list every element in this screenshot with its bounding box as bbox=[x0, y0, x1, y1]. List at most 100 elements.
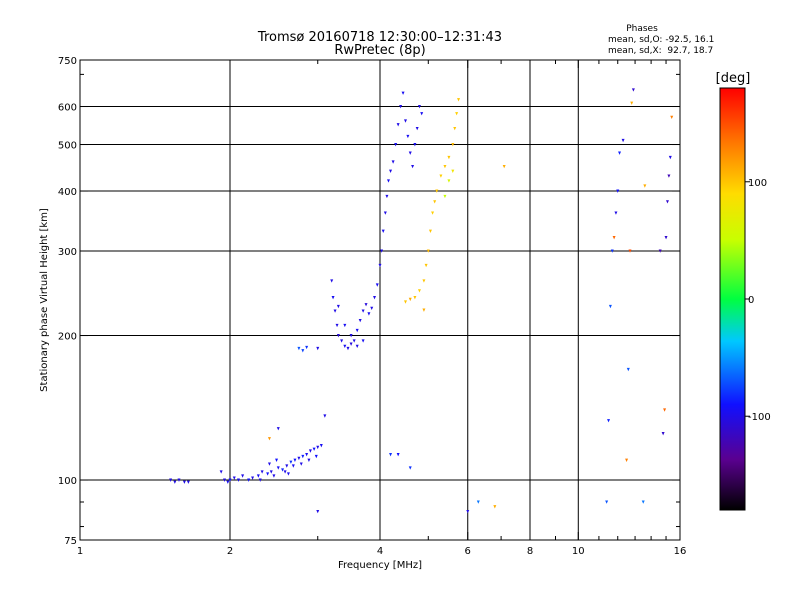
data-point bbox=[258, 478, 262, 482]
data-point bbox=[422, 308, 426, 312]
data-point bbox=[285, 464, 289, 468]
data-point bbox=[424, 263, 428, 268]
data-point bbox=[643, 184, 647, 188]
data-point bbox=[401, 91, 405, 95]
data-point bbox=[443, 164, 447, 169]
data-point bbox=[396, 453, 400, 457]
data-point bbox=[665, 200, 669, 204]
data-point bbox=[269, 470, 273, 474]
data-point bbox=[641, 500, 645, 504]
data-point bbox=[630, 101, 634, 105]
data-point bbox=[413, 296, 417, 300]
data-point bbox=[283, 470, 287, 474]
x-tick-label: 1 bbox=[77, 546, 83, 557]
data-point bbox=[301, 454, 305, 459]
data-point bbox=[476, 500, 480, 504]
data-point bbox=[373, 296, 377, 300]
colorbar-tick-label: 0 bbox=[748, 295, 754, 306]
data-point bbox=[457, 98, 461, 102]
data-point bbox=[433, 200, 437, 204]
stats-x-line: mean, sd,X: 92.7, 18.7 bbox=[608, 46, 713, 56]
data-point bbox=[293, 458, 297, 462]
data-point bbox=[186, 480, 190, 484]
data-point bbox=[605, 500, 609, 504]
data-point bbox=[352, 339, 356, 343]
y-tick-label: 100 bbox=[58, 476, 77, 487]
data-point bbox=[406, 134, 410, 139]
data-point bbox=[364, 303, 368, 307]
data-point bbox=[428, 229, 432, 233]
data-point bbox=[232, 476, 236, 480]
data-point bbox=[389, 169, 393, 173]
data-point bbox=[612, 236, 616, 240]
chart-subtitle: RwPretec (8p) bbox=[334, 43, 425, 58]
data-point bbox=[355, 328, 359, 333]
data-point bbox=[267, 462, 271, 466]
data-point bbox=[316, 445, 320, 450]
data-point bbox=[502, 164, 506, 169]
data-point bbox=[305, 453, 309, 457]
data-point bbox=[323, 414, 327, 418]
y-tick-label: 75 bbox=[64, 536, 77, 547]
data-point bbox=[361, 309, 365, 313]
x-axis: 1 2 4 6 8 10 16 bbox=[77, 60, 687, 557]
data-point bbox=[466, 509, 470, 514]
data-point bbox=[668, 155, 672, 160]
data-point bbox=[256, 474, 260, 478]
data-point bbox=[658, 249, 662, 253]
data-point bbox=[367, 312, 371, 316]
stats-o-line: mean, sd,O: -92.5, 16.1 bbox=[608, 35, 714, 45]
data-point bbox=[625, 458, 629, 462]
data-point bbox=[169, 478, 173, 482]
data-point bbox=[241, 474, 245, 478]
data-point bbox=[272, 474, 276, 478]
data-point bbox=[336, 334, 340, 338]
data-point bbox=[408, 466, 412, 470]
data-point bbox=[182, 480, 186, 484]
data-point bbox=[276, 427, 280, 431]
data-point bbox=[383, 211, 387, 215]
data-point bbox=[340, 339, 344, 343]
data-point bbox=[375, 283, 379, 287]
data-point bbox=[451, 143, 455, 147]
x-tick-label: 16 bbox=[674, 546, 687, 557]
data-point bbox=[314, 454, 318, 459]
data-point bbox=[664, 236, 668, 240]
data-point bbox=[413, 143, 417, 147]
data-point bbox=[614, 211, 618, 215]
data-point bbox=[349, 334, 353, 338]
data-point bbox=[386, 179, 390, 183]
data-point bbox=[435, 189, 439, 193]
data-point bbox=[378, 263, 382, 268]
data-point bbox=[426, 249, 430, 253]
data-point bbox=[355, 344, 359, 349]
data-point bbox=[358, 318, 362, 323]
data-point bbox=[663, 408, 667, 412]
x-tick-label: 2 bbox=[227, 546, 233, 557]
data-point bbox=[289, 460, 293, 464]
data-point bbox=[336, 304, 340, 309]
data-point bbox=[453, 126, 457, 131]
data-point bbox=[335, 323, 339, 328]
data-point bbox=[226, 480, 230, 484]
data-point bbox=[349, 342, 353, 346]
data-point bbox=[667, 174, 671, 178]
x-axis-label: Frequency [MHz] bbox=[338, 560, 422, 571]
data-point bbox=[616, 189, 620, 193]
data-point bbox=[219, 470, 223, 474]
data-point bbox=[380, 249, 384, 253]
data-point bbox=[312, 447, 316, 451]
data-point bbox=[316, 346, 320, 351]
data-point bbox=[297, 456, 301, 461]
x-tick-label: 6 bbox=[465, 546, 471, 557]
data-point bbox=[333, 309, 337, 313]
data-point bbox=[343, 323, 347, 328]
data-point bbox=[670, 115, 674, 120]
data-point bbox=[408, 151, 412, 155]
data-point bbox=[281, 468, 285, 472]
data-point bbox=[422, 279, 426, 283]
data-point bbox=[451, 169, 455, 173]
data-point bbox=[385, 194, 389, 199]
data-point bbox=[447, 155, 451, 160]
